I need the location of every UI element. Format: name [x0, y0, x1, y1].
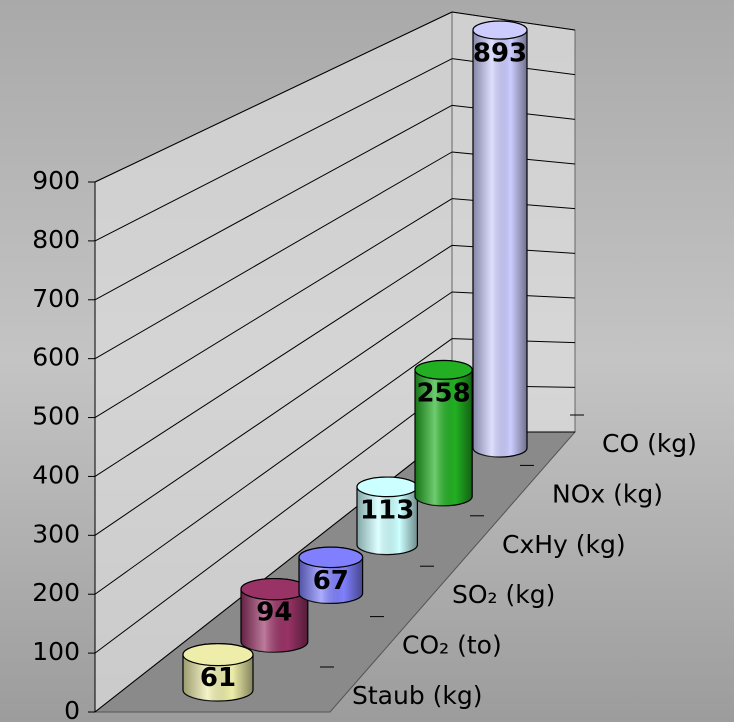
grid-line: [94, 338, 453, 595]
grid-line: [94, 384, 453, 654]
grid-line: [94, 58, 453, 242]
grid-line: [94, 151, 453, 360]
value-label: 113: [360, 495, 414, 525]
x-tick-label: CO₂ (to): [402, 631, 502, 660]
y-tick-label: 700: [32, 284, 80, 313]
y-tick-label: 100: [32, 637, 80, 666]
value-label: 67: [313, 566, 349, 596]
y-tick-label: 800: [32, 225, 80, 254]
value-label: 61: [200, 663, 236, 693]
cylinder-shade: [415, 360, 473, 506]
grid-line: [94, 198, 453, 418]
cylinder-shade: [473, 21, 527, 458]
y-tick-label: 200: [32, 578, 80, 607]
y-tick-label: 600: [32, 343, 80, 372]
y-tick-label: 400: [32, 460, 80, 489]
grid-line: [451, 11, 576, 31]
cylinder-top: [240, 577, 309, 601]
value-label: 94: [256, 598, 292, 628]
y-tick-label: 500: [32, 402, 80, 431]
cylinder-shade: [357, 477, 418, 555]
grid-line: [94, 104, 453, 301]
y-tick-label: 300: [32, 519, 80, 548]
value-label: 258: [416, 378, 470, 408]
cylinder-top: [356, 476, 419, 498]
value-label: 893: [473, 39, 527, 69]
x-tick-label: SO₂ (kg): [452, 580, 555, 609]
cylinder-top: [182, 643, 254, 667]
cylinder-top: [472, 20, 528, 40]
cylinder-top: [298, 546, 364, 569]
x-tick-label: CxHy (kg): [502, 530, 626, 559]
y-tick-label: 900: [32, 166, 80, 195]
x-tick-label: CO (kg): [602, 429, 697, 458]
grid-line: [94, 11, 453, 183]
x-tick-label: Staub (kg): [352, 681, 483, 710]
y-tick-label: 0: [64, 696, 80, 722]
cylinder-top: [414, 359, 473, 380]
grid-line: [94, 291, 453, 536]
grid-line: [94, 244, 453, 477]
x-tick-label: NOx (kg): [552, 479, 663, 508]
